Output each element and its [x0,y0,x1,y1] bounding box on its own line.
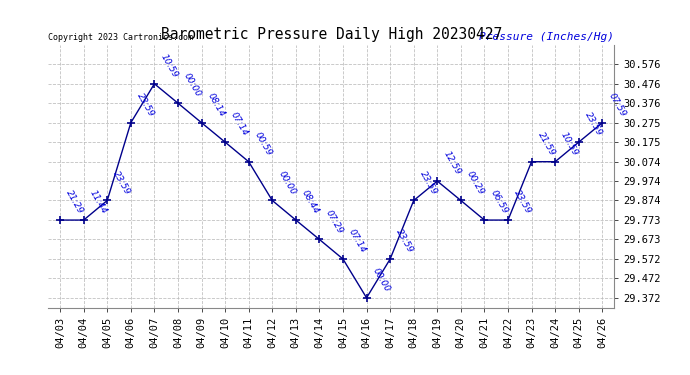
Text: 07:14: 07:14 [347,228,368,255]
Text: 07:29: 07:29 [324,208,344,235]
Text: 21:29: 21:29 [64,189,85,216]
Text: 23:59: 23:59 [394,228,415,255]
Text: 00:00: 00:00 [182,72,203,99]
Text: 08:14: 08:14 [206,92,226,118]
Text: 23:59: 23:59 [135,92,156,118]
Text: 07:14: 07:14 [229,111,250,138]
Text: 10:59: 10:59 [159,53,179,80]
Text: 11:44: 11:44 [88,189,108,216]
Text: 06:59: 06:59 [489,189,509,216]
Text: 21:59: 21:59 [535,130,557,158]
Text: 23:59: 23:59 [111,169,132,196]
Text: 23:59: 23:59 [512,189,533,216]
Text: 23:59: 23:59 [583,111,604,138]
Text: 00:00: 00:00 [371,267,391,294]
Text: 08:44: 08:44 [300,189,321,216]
Text: 00:29: 00:29 [465,169,486,196]
Text: 12:59: 12:59 [442,150,462,177]
Text: Pressure (Inches/Hg): Pressure (Inches/Hg) [479,32,614,42]
Title: Barometric Pressure Daily High 20230427: Barometric Pressure Daily High 20230427 [161,27,502,42]
Text: 10:59: 10:59 [560,130,580,158]
Text: 23:59: 23:59 [418,169,439,196]
Text: 00:59: 00:59 [253,130,274,158]
Text: 07:59: 07:59 [607,92,627,118]
Text: Copyright 2023 Cartronics.com: Copyright 2023 Cartronics.com [48,33,193,42]
Text: 00:00: 00:00 [277,169,297,196]
